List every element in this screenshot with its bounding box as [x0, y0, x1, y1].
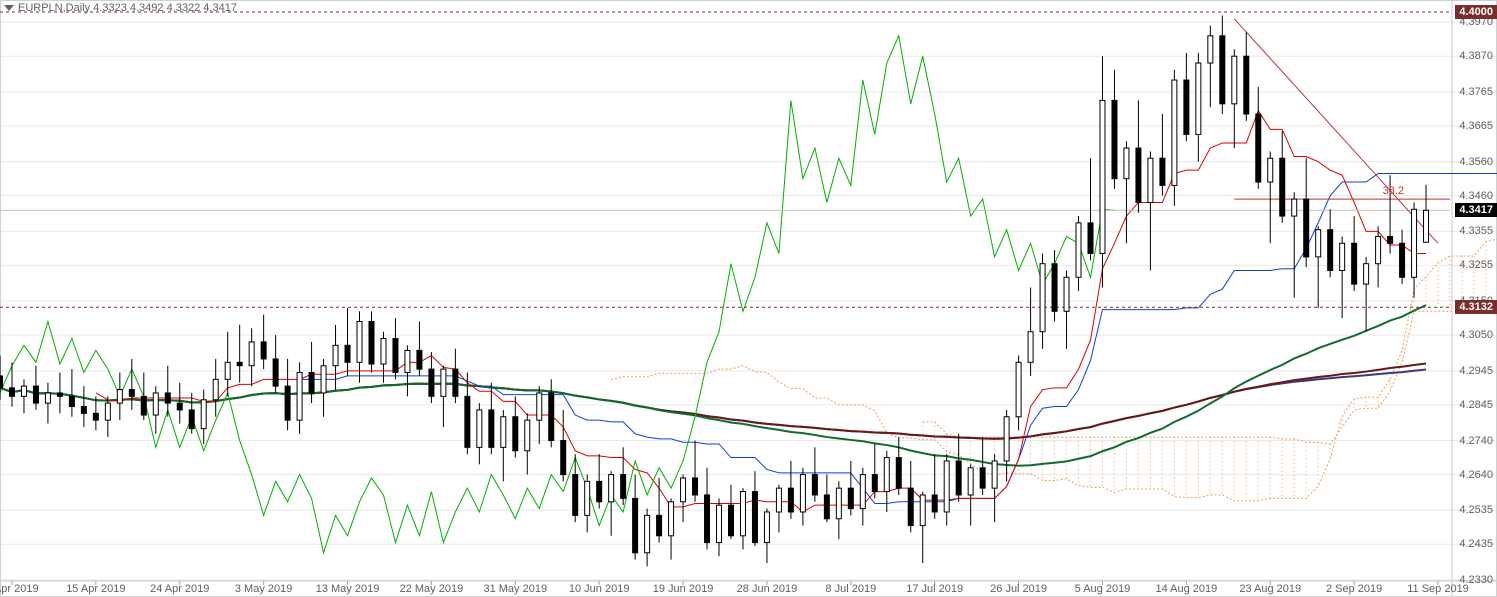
y-tick: 4.2945 [1459, 365, 1493, 377]
x-tick: 5 Apr 2019 [0, 583, 39, 595]
price-chart[interactable]: EURPLN,Daily 4.3323 4.3492 4.3322 4.3417… [0, 0, 1497, 597]
y-tick: 4.2535 [1459, 504, 1493, 516]
x-tick: 17 Jul 2019 [906, 583, 963, 595]
y-tick: 4.3765 [1459, 86, 1493, 98]
x-tick: 26 Jul 2019 [990, 583, 1047, 595]
price-marker: 4.3132 [1455, 300, 1497, 314]
x-tick: 19 Jun 2019 [653, 583, 714, 595]
y-tick: 4.2435 [1459, 538, 1493, 550]
x-tick: 28 Jun 2019 [737, 583, 798, 595]
x-tick: 15 Apr 2019 [66, 583, 125, 595]
x-tick: 5 Aug 2019 [1075, 583, 1131, 595]
x-tick: 14 Aug 2019 [1155, 583, 1217, 595]
y-tick: 4.3870 [1459, 50, 1493, 62]
y-tick: 4.2845 [1459, 399, 1493, 411]
y-tick: 4.3355 [1459, 225, 1493, 237]
x-tick: 3 May 2019 [235, 583, 292, 595]
y-tick: 4.3255 [1459, 259, 1493, 271]
x-tick: 31 May 2019 [483, 583, 547, 595]
x-tick: 13 May 2019 [316, 583, 380, 595]
x-tick: 10 Jun 2019 [569, 583, 630, 595]
fib-label: 38.2 [1383, 185, 1404, 197]
y-tick: 4.3560 [1459, 156, 1493, 168]
y-tick: 4.3050 [1459, 329, 1493, 341]
x-tick: 8 Jul 2019 [825, 583, 876, 595]
price-marker: 4.3417 [1455, 203, 1497, 217]
y-tick: 4.2740 [1459, 435, 1493, 447]
x-tick: 22 May 2019 [400, 583, 464, 595]
price-marker: 4.4000 [1455, 5, 1497, 19]
x-tick: 24 Apr 2019 [150, 583, 209, 595]
x-tick: 23 Aug 2019 [1239, 583, 1301, 595]
x-tick: 11 Sep 2019 [1407, 583, 1469, 595]
x-tick: 2 Sep 2019 [1326, 583, 1382, 595]
chart-canvas[interactable] [0, 0, 1497, 597]
y-tick: 4.2640 [1459, 469, 1493, 481]
y-tick: 4.3665 [1459, 120, 1493, 132]
y-tick: 4.3460 [1459, 190, 1493, 202]
